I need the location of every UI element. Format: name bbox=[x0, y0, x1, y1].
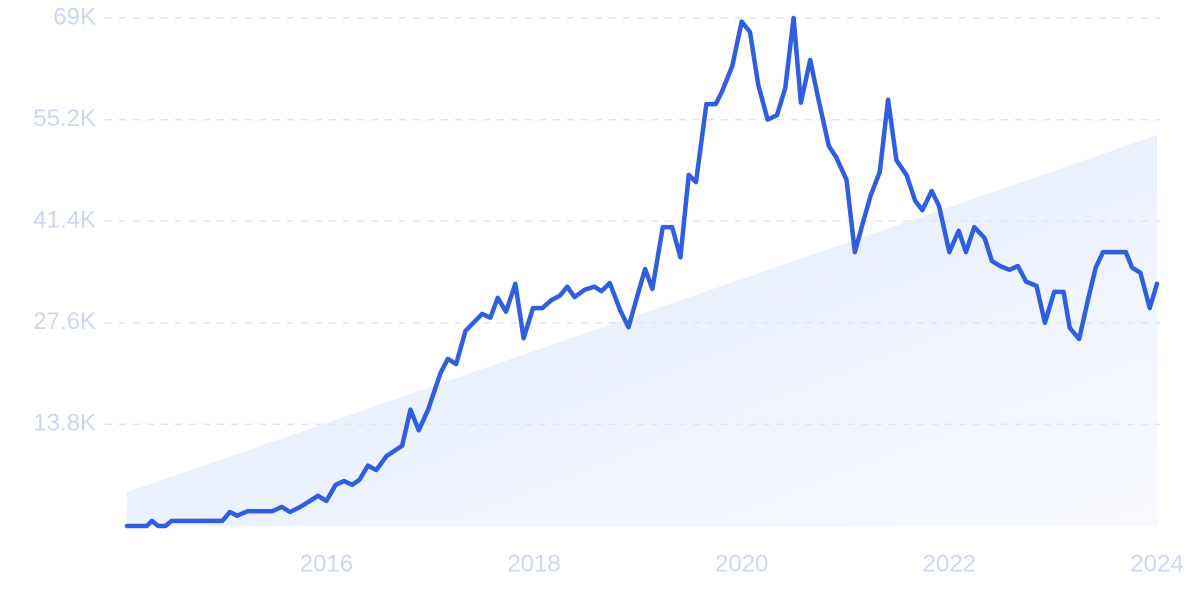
x-tick-label: 2024 bbox=[1130, 550, 1183, 577]
y-tick-label: 55.2K bbox=[33, 105, 96, 132]
x-tick-label: 2018 bbox=[507, 550, 560, 577]
x-tick-label: 2016 bbox=[300, 550, 353, 577]
y-tick-label: 13.8K bbox=[33, 410, 96, 437]
y-tick-label: 41.4K bbox=[33, 207, 96, 234]
trend-area bbox=[127, 135, 1157, 527]
data-line bbox=[124, 15, 1160, 529]
x-tick-label: 2022 bbox=[923, 550, 976, 577]
x-tick-label: 2020 bbox=[715, 550, 768, 577]
y-tick-label: 27.6K bbox=[33, 308, 96, 335]
y-tick-label: 69K bbox=[53, 3, 96, 30]
